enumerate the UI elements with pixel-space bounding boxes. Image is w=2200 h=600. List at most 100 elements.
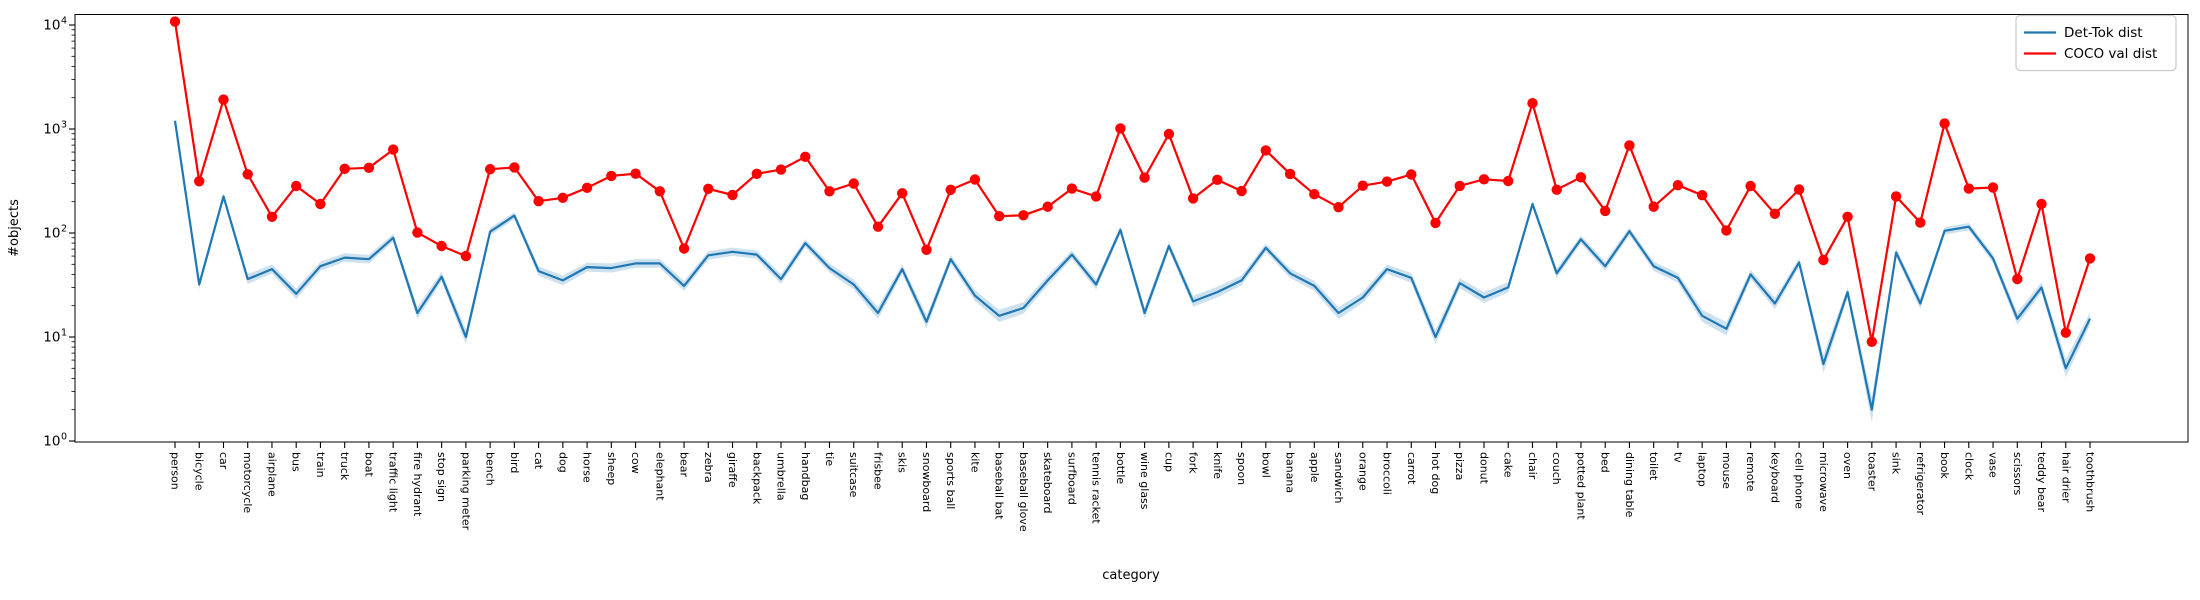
red-data-point-marker <box>1793 184 1805 195</box>
x-tick-label: orange <box>1356 452 1369 491</box>
x-tick-label: bench <box>484 452 497 486</box>
red-data-point-marker <box>1090 191 1102 202</box>
red-data-point-marker <box>484 164 496 175</box>
x-tick-label: bowl <box>1259 452 1272 478</box>
y-tick-label: 102 <box>43 224 67 242</box>
red-data-point-marker <box>1939 118 1950 129</box>
x-tick-label: giraffe <box>726 452 739 488</box>
red-data-point-marker <box>1333 202 1344 213</box>
red-data-point-marker <box>1381 176 1393 187</box>
red-data-point-marker <box>824 186 835 197</box>
red-data-point-marker <box>751 168 762 179</box>
red-data-point-marker <box>1503 175 1514 187</box>
x-tick-label: donut <box>1477 452 1490 485</box>
x-tick-label: toilet <box>1647 452 1660 481</box>
red-data-point-marker <box>1648 201 1659 212</box>
red-data-point-marker <box>1018 210 1029 221</box>
red-data-point-marker <box>509 162 520 173</box>
x-tick-label: bear <box>678 452 691 477</box>
red-data-point-marker <box>945 184 956 195</box>
x-tick-label: bottle <box>1114 452 1127 484</box>
x-tick-label: remote <box>1744 452 1757 492</box>
x-tick-label: tennis racket <box>1090 452 1103 524</box>
x-tick-label: cat <box>532 452 545 470</box>
legend-label: COCO val dist <box>2064 46 2157 62</box>
blue-series-line <box>173 120 2091 411</box>
x-tick-label: scissors <box>2011 452 2024 496</box>
red-data-point-marker <box>2084 253 2096 264</box>
x-tick-label: bird <box>508 452 521 473</box>
x-tick-label: dog <box>556 452 569 473</box>
x-axis-label: category <box>1102 568 1160 583</box>
y-tick-label: 100 <box>43 432 67 450</box>
x-tick-label: sandwich <box>1332 452 1345 504</box>
x-tick-label: sink <box>1890 452 1903 475</box>
x-tick-label: traffic light <box>387 452 400 513</box>
x-tick-label: skis <box>896 452 909 473</box>
red-data-point-marker <box>2036 198 2047 210</box>
red-data-point-marker <box>703 183 714 194</box>
red-data-point-marker <box>1987 182 1999 193</box>
red-data-point-marker <box>994 211 1005 222</box>
red-data-point-marker <box>921 244 932 255</box>
x-tick-label: microwave <box>1817 452 1830 512</box>
red-data-point-marker <box>581 182 593 193</box>
x-tick-label: pizza <box>1453 452 1466 480</box>
x-tick-label: horse <box>581 452 594 483</box>
red-data-point-marker <box>1212 174 1223 185</box>
x-tick-label: parking meter <box>459 452 472 531</box>
x-tick-label: apple <box>1308 452 1321 483</box>
red-data-point-marker <box>242 169 253 180</box>
x-tick-label: airplane <box>265 452 278 497</box>
red-data-point-marker <box>460 250 472 262</box>
red-data-point-marker <box>1672 180 1684 191</box>
red-data-point-marker <box>412 227 423 238</box>
red-data-point-marker <box>1406 169 1417 180</box>
x-tick-label: cup <box>1162 452 1175 472</box>
plot-area <box>74 14 2189 443</box>
red-data-point-marker <box>630 168 641 179</box>
red-data-point-marker <box>1890 191 1902 202</box>
x-tick-label: surfboard <box>1065 452 1078 505</box>
x-tick-label: bus <box>290 452 303 472</box>
red-data-point-marker <box>969 174 981 185</box>
red-data-point-marker <box>1115 123 1126 134</box>
red-data-point-marker <box>1575 172 1587 183</box>
red-data-point-marker <box>1551 184 1562 195</box>
red-data-point-marker <box>1915 217 1926 228</box>
red-data-point-marker <box>1042 201 1053 212</box>
x-tick-label: elephant <box>653 452 666 501</box>
red-data-point-marker <box>727 189 738 201</box>
red-data-point-marker <box>363 162 375 173</box>
x-tick-label: toaster <box>1865 452 1878 492</box>
red-data-point-marker <box>388 144 399 155</box>
red-data-point-marker <box>1624 140 1635 151</box>
red-data-point-marker <box>1309 189 1320 200</box>
x-tick-label: handbag <box>799 452 812 500</box>
x-tick-label: cow <box>629 452 642 474</box>
red-data-point-marker <box>1600 205 1611 217</box>
red-data-point-marker <box>1187 193 1199 204</box>
x-tick-label: tv <box>1671 452 1684 463</box>
red-data-point-marker <box>1963 183 1975 194</box>
x-tick-label: potted plant <box>1574 452 1587 520</box>
x-tick-label: baseball glove <box>1017 452 1030 532</box>
x-tick-label: wine glass <box>1138 452 1151 510</box>
x-tick-label: knife <box>1211 452 1224 479</box>
x-tick-label: person <box>169 452 182 490</box>
legend-box <box>2015 14 2177 72</box>
red-data-point-marker <box>1260 145 1272 156</box>
x-tick-label: cell phone <box>1793 452 1806 509</box>
x-tick-label: keyboard <box>1768 452 1781 503</box>
x-tick-label: cake <box>1502 452 1515 478</box>
y-axis-label: #objects <box>7 199 22 257</box>
x-tick-label: book <box>1938 452 1951 479</box>
x-tick-label: hair drier <box>2059 452 2072 503</box>
legend-label: Det-Tok dist <box>2064 25 2143 41</box>
x-tick-label: clock <box>1962 452 1975 481</box>
x-tick-label: umbrella <box>775 452 788 501</box>
x-tick-label: hot dog <box>1429 452 1442 494</box>
x-tick-label: train <box>314 452 327 478</box>
red-data-point-marker <box>1139 172 1150 183</box>
x-tick-label: frisbee <box>871 452 884 490</box>
